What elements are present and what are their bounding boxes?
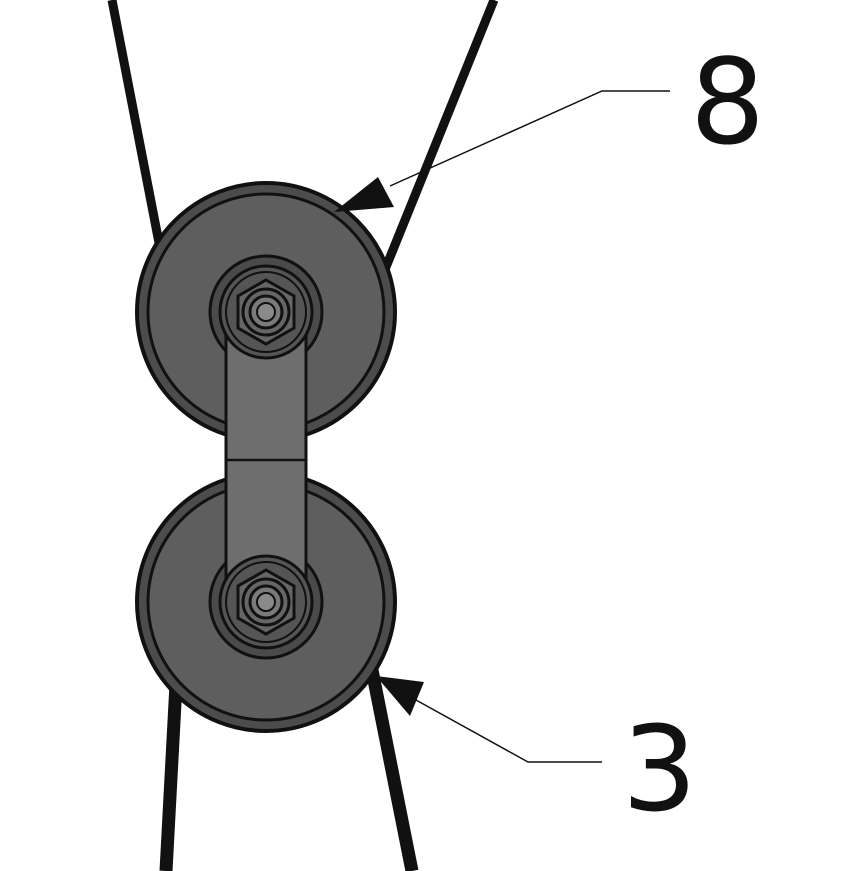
callout-label-3: 3 (622, 700, 697, 838)
upper-hub-nut (218, 264, 314, 360)
arrowhead-8 (334, 177, 394, 212)
lower-hub-nut (218, 554, 314, 650)
arrowhead-3 (376, 676, 424, 716)
belt-strands (107, 0, 499, 871)
leader-3 (376, 676, 602, 763)
belt-upper-left (107, 0, 165, 249)
callout-label-8: 8 (690, 33, 765, 171)
leader-8 (334, 90, 670, 212)
belt-lower-right (365, 668, 419, 871)
belt-lower-left (159, 683, 183, 871)
belt-upper-right (379, 0, 499, 274)
